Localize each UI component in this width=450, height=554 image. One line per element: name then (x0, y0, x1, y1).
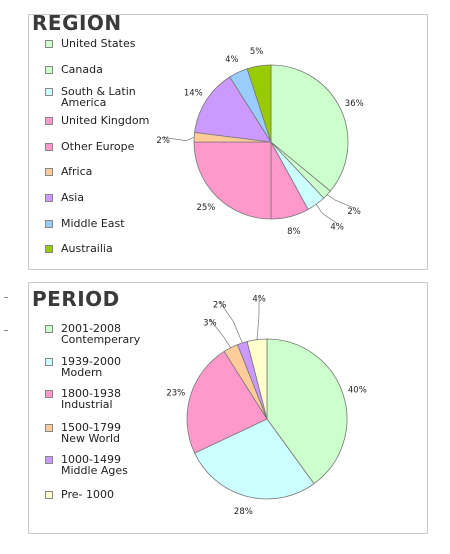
left-tick-mark (4, 330, 8, 331)
slice-percent-label: 25% (196, 203, 215, 213)
slice-percent-label: 28% (234, 507, 253, 517)
slice-percent-label: 4% (330, 222, 344, 232)
slice-percent-label: 23% (166, 388, 185, 398)
slice-percent-label: 14% (184, 89, 203, 99)
pie-chart: 36%2%4%8%25%2%14%4%5% (29, 15, 429, 271)
slice-percent-label: 8% (287, 227, 301, 237)
slice-percent-label: 36% (345, 99, 364, 109)
slice-percent-label: 2% (213, 301, 227, 311)
pie-chart: 40% 28% 23% 3% 2% 4% (29, 283, 429, 535)
slice-percent-label: 5% (250, 47, 264, 57)
slice-percent-label: 3% (203, 318, 217, 328)
left-tick-mark (4, 297, 8, 298)
region-chart-panel: REGION United States Canada South & Latin … (28, 14, 428, 270)
slice-percent-label: 40% (348, 386, 367, 396)
slice-percent-label: 2% (347, 207, 361, 217)
slice-percent-label: 4% (225, 55, 239, 65)
leader-line (316, 204, 337, 223)
slice-percent-label: 2% (156, 136, 170, 146)
period-chart-panel: PERIOD 2001-2008 Contemperary 1939-2000 M… (28, 282, 428, 534)
slice-percent-label: 4% (252, 295, 265, 305)
